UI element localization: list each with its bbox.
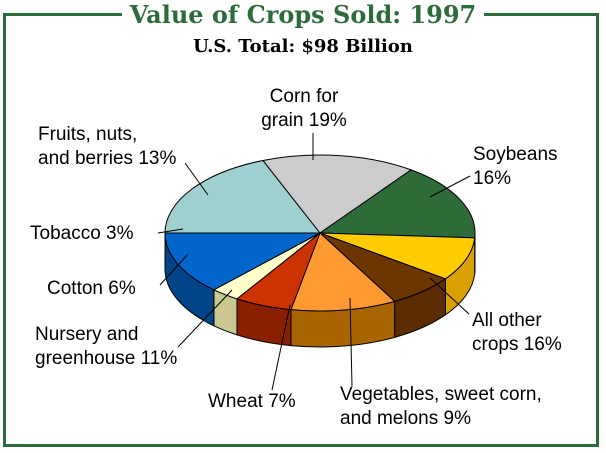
pie-slice-soybeans — [262, 154, 413, 234]
pie-slice-nursery-and-greenhouse — [290, 232, 396, 312]
slice-label-cotton: Cotton 6% — [47, 278, 136, 299]
leader-line-vegetables-sweet-corn-and-melons — [349, 297, 353, 387]
slice-label-fruits-nuts-and-berries: Fruits, nuts, and berries 13% — [38, 124, 176, 169]
pie-slice-vegetables-sweet-corn-and-melons — [319, 232, 476, 280]
pie-top — [164, 154, 476, 312]
chart-title: Value of Crops Sold: 1997 — [121, 0, 485, 30]
slice-label-vegetables-sweet-corn-and-melons: Vegetables, sweet corn, and melons 9% — [340, 384, 542, 429]
slice-label-tobacco: Tobacco 3% — [30, 223, 134, 244]
pie-slice-corn-for-grain — [164, 159, 322, 234]
leader-line-all-other-crops — [429, 277, 470, 315]
slice-label-corn-for-grain: Corn for grain 19% — [261, 86, 347, 131]
leader-line-tobacco — [157, 228, 184, 234]
pie-slice-fruits-nuts-and-berries — [164, 232, 321, 291]
leader-line-soybeans — [429, 175, 471, 198]
chart-subtitle: U.S. Total: $98 Billion — [193, 36, 413, 57]
title-wrap: Value of Crops Sold: 1997 — [0, 0, 606, 30]
slice-label-wheat: Wheat 7% — [208, 391, 296, 412]
leader-line-fruits-nuts-and-berries — [184, 162, 209, 196]
slice-label-nursery-and-greenhouse: Nursery and greenhouse 11% — [35, 324, 177, 369]
leader-line-nursery-and-greenhouse — [177, 289, 233, 348]
leader-line-cotton — [159, 253, 189, 286]
slice-label-soybeans: Soybeans 16% — [473, 144, 558, 189]
pie-slice-all-other-crops — [318, 169, 476, 239]
pie-labels: Corn for grain 19% Soybeans 16% All other cro… — [30, 86, 562, 429]
leader-line-wheat — [271, 304, 291, 391]
slice-label-all-other-crops: All other crops 16% — [472, 310, 562, 355]
